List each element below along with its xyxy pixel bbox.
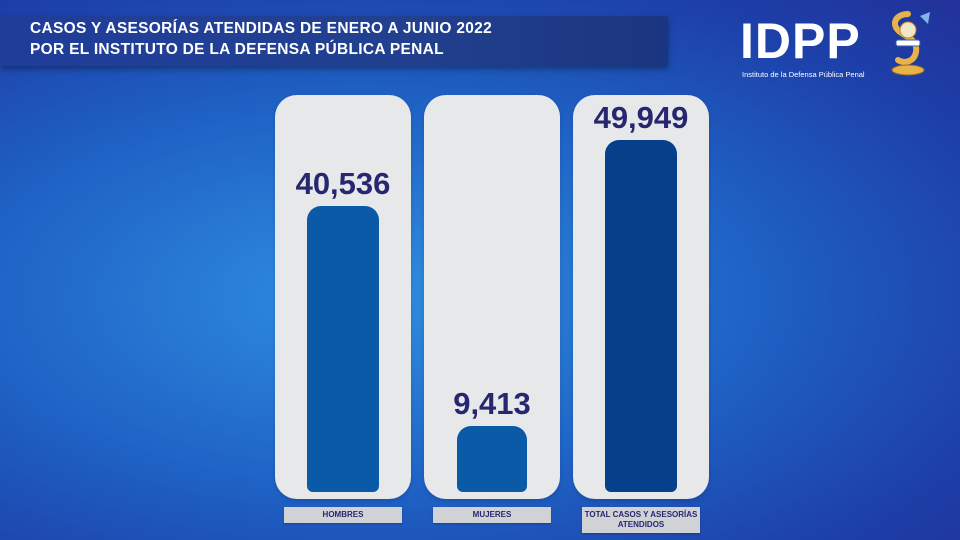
logo-subtitle: Instituto de la Defensa Pública Penal [742,70,865,79]
bar-total [605,140,677,492]
chart-title-line-1: CASOS Y ASESORÍAS ATENDIDAS DE ENERO A J… [30,20,493,37]
category-label-hombres: HOMBRES [284,507,402,523]
value-label-hombres: 40,536 [295,166,391,201]
category-label-total: TOTAL CASOS Y ASESORÍAS ATENDIDOS [582,507,700,533]
justice-emblem-icon [891,11,930,76]
chart-title-line-2: POR EL INSTITUTO DE LA DEFENSA PÚBLICA P… [30,41,444,58]
category-label-mujeres: MUJERES [433,507,551,523]
value-label-mujeres: 9,413 [453,386,531,421]
logo-text: IDPP [740,13,861,69]
idpp-logo: IDPP Instituto de la Defensa Pública Pen… [738,11,948,84]
bar-mujeres [457,426,527,492]
title-banner: CASOS Y ASESORÍAS ATENDIDAS DE ENERO A J… [0,16,668,66]
value-label-total: 49,949 [593,100,689,135]
bar-hombres [307,206,379,492]
